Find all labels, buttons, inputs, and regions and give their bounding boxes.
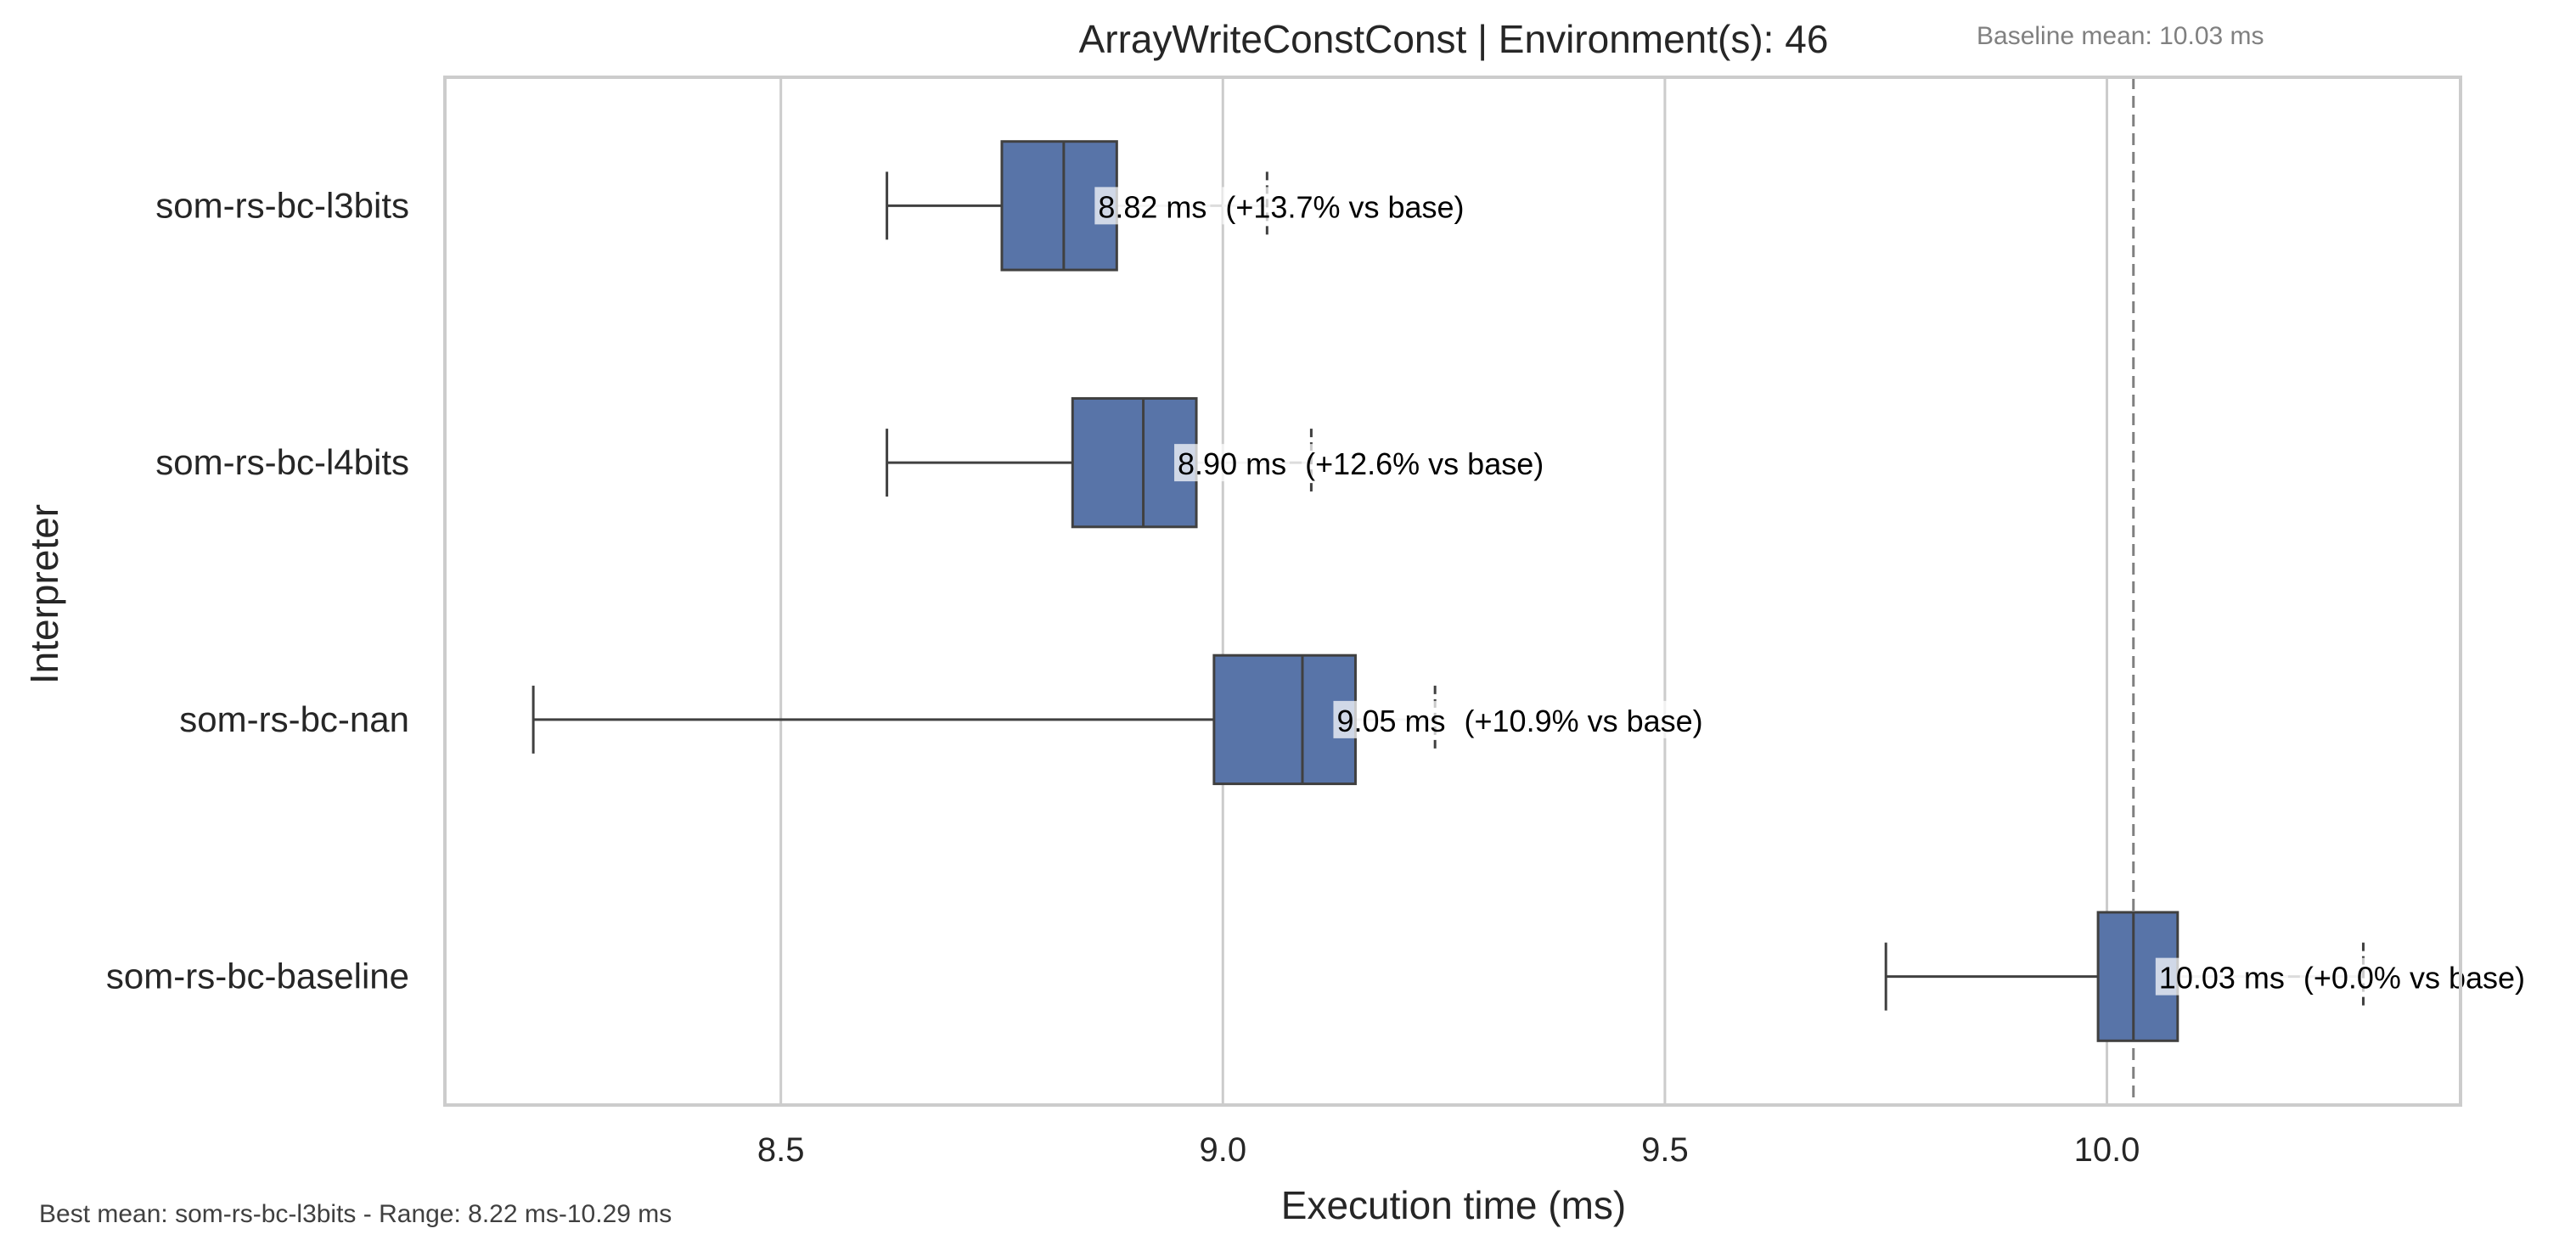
- delta-label: (+13.7% vs base): [1225, 189, 1464, 224]
- delta-label-background: [1302, 444, 1548, 482]
- boxes: 8.82 ms (+13.7% vs base) 8.90 ms (+12.6% vs…: [532, 140, 2529, 1042]
- mean-label: 9.05 ms: [1336, 704, 1445, 738]
- mean-label: 10.03 ms: [2159, 961, 2285, 996]
- mean-label-background: [1174, 444, 1291, 482]
- mean-label-background: [1333, 700, 1449, 738]
- mean-label: 8.90 ms: [1178, 446, 1286, 481]
- y-tick-label: som-rs-bc-l3bits: [155, 185, 409, 225]
- x-tick-label: 10.0: [2074, 1131, 2140, 1169]
- plot-frame: [443, 76, 2462, 1107]
- mean-label-background: [1094, 187, 1211, 225]
- delta-label-background: [1222, 187, 1468, 225]
- box-group: 10.03 ms (+0.0% vs base): [1884, 911, 2529, 1042]
- box-group: 8.90 ms (+12.6% vs base): [886, 396, 1548, 529]
- delta-label: (+0.0% vs base): [2303, 961, 2525, 996]
- box: [1212, 654, 1357, 786]
- x-tick-label: 9.5: [1641, 1131, 1689, 1169]
- axes: 8.5 9.0 9.5 10.0 som-rs-bc-l3bits som-rs-bc-l…: [106, 185, 2140, 1169]
- y-tick-label: som-rs-bc-nan: [179, 699, 409, 739]
- baseline-mean-label: Baseline mean: 10.03 ms: [1977, 22, 2264, 50]
- y-tick-label: som-rs-bc-baseline: [106, 956, 409, 996]
- y-tick-label: som-rs-bc-l4bits: [155, 442, 409, 482]
- delta-label: (+10.9% vs base): [1465, 704, 1703, 738]
- x-tick-label: 8.5: [757, 1131, 805, 1169]
- delta-label-background: [2299, 957, 2529, 996]
- mean-label-background: [2155, 957, 2288, 996]
- box-group: 9.05 ms (+10.9% vs base): [532, 654, 1707, 786]
- gridlines: [779, 77, 2109, 1105]
- y-axis-label: Interpreter: [22, 504, 66, 684]
- delta-label: (+12.6% vs base): [1305, 446, 1544, 481]
- footer-note: Best mean: som-rs-bc-l3bits - Range: 8.2…: [39, 1200, 672, 1228]
- chart-title: ArrayWriteConstConst | Environment(s): 4…: [1079, 17, 1829, 61]
- box-group: 8.82 ms (+13.7% vs base): [886, 140, 1468, 272]
- x-axis-label: Execution time (ms): [1281, 1183, 1626, 1227]
- delta-label-background: [1460, 700, 1707, 738]
- x-tick-label: 9.0: [1199, 1131, 1246, 1169]
- mean-label: 8.82 ms: [1098, 189, 1206, 224]
